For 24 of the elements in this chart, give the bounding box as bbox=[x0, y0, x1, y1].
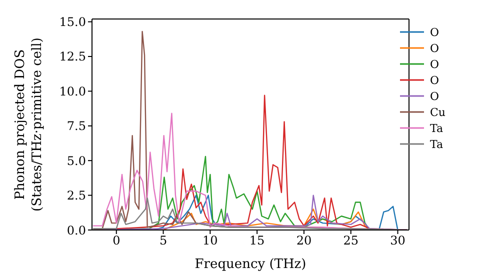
legend-label: O bbox=[430, 58, 440, 70]
x-tick-label: 10 bbox=[202, 234, 218, 248]
x-axis-title: Frequency (THz) bbox=[194, 257, 306, 272]
x-tick-label: 30 bbox=[390, 234, 406, 248]
y-tick-label: 15.0 bbox=[59, 15, 86, 30]
legend-label: Cu bbox=[430, 106, 446, 118]
y-axis-title: Phonon projected DOS (States/THz·primitive cell) bbox=[13, 37, 45, 212]
y-tick-label: 7.5 bbox=[66, 119, 86, 134]
x-tick-label: 15 bbox=[249, 234, 265, 248]
y-tick-label: 0.0 bbox=[66, 223, 86, 238]
x-tick-label: 0 bbox=[112, 234, 120, 248]
legend-label: O bbox=[430, 74, 440, 86]
legend-label: O bbox=[430, 26, 440, 38]
x-tick-label: 20 bbox=[296, 234, 312, 248]
legend-label: O bbox=[430, 42, 440, 54]
y-tick-label: 10.0 bbox=[59, 84, 86, 98]
x-tick-label: 5 bbox=[159, 234, 168, 248]
y-tick-label: 2.5 bbox=[66, 188, 86, 203]
y-tick-label: 5.0 bbox=[66, 154, 86, 168]
y-tick-label: 12.5 bbox=[59, 50, 86, 64]
x-tick-label: 25 bbox=[343, 234, 358, 248]
legend-label: O bbox=[430, 90, 440, 102]
legend-label: Ta bbox=[430, 122, 444, 134]
legend-label: Ta bbox=[430, 138, 444, 150]
